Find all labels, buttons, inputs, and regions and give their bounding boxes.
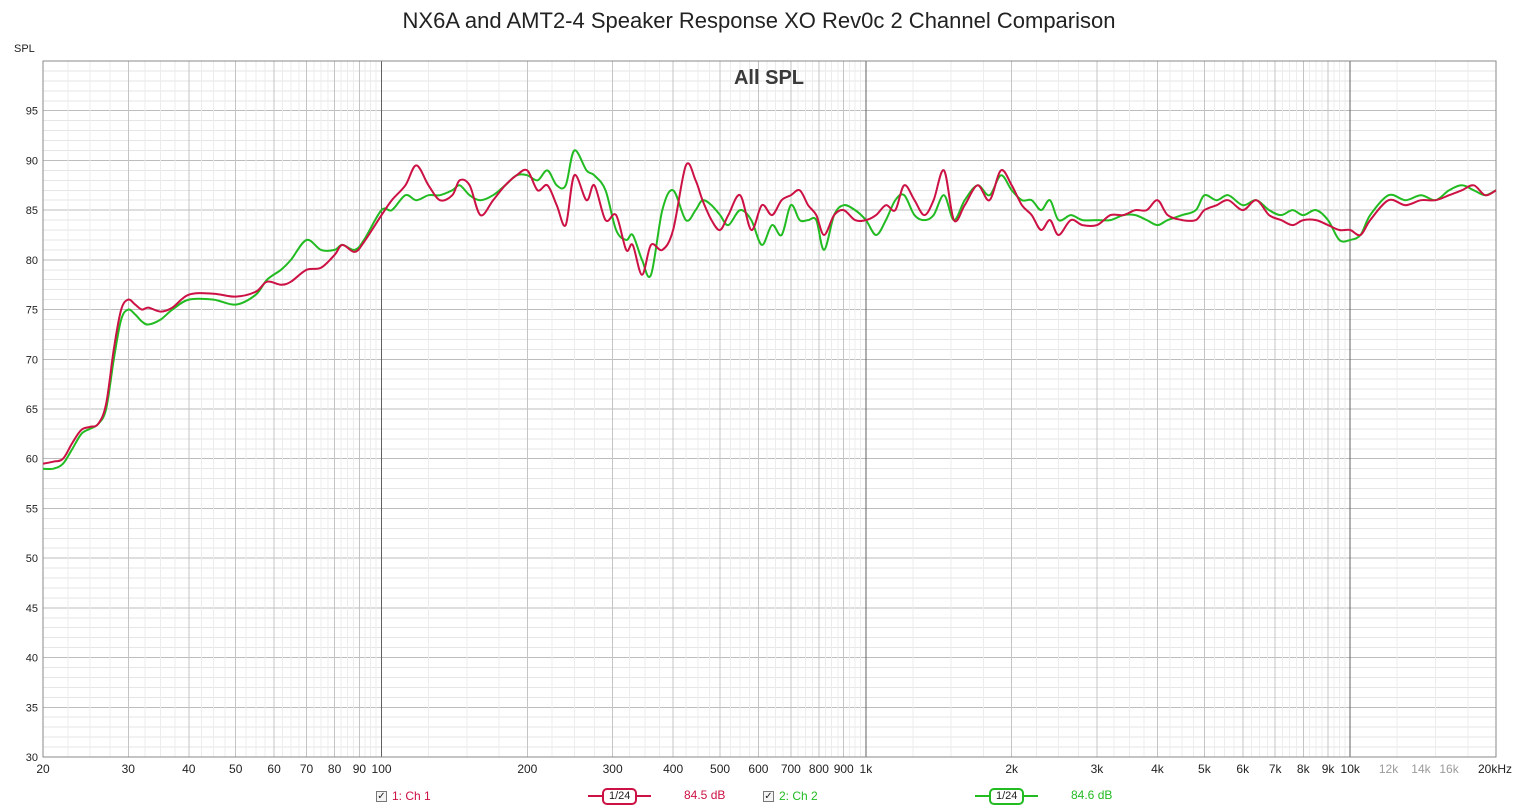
x-tick-label: 8k [1297,762,1311,776]
x-tick-label: 10k [1341,762,1361,776]
ch2-checkbox[interactable]: ✓ [763,790,774,802]
x-tick-label: 1k [860,762,874,776]
x-tick-label: 16k [1439,762,1459,776]
x-tick-label: 40 [182,762,196,776]
x-tick-label: 80 [328,762,342,776]
y-tick-label: 30 [26,752,38,764]
ch1-smoothing[interactable]: 1/24 [588,787,652,805]
y-tick-label: 80 [26,255,38,267]
legend-item-ch2[interactable]: ✓ 2: Ch 2 [763,787,818,805]
x-tick-label: 5k [1198,762,1212,776]
x-tick-label: 100 [372,762,392,776]
x-tick-label: 900 [834,762,854,776]
y-tick-label: 85 [26,205,38,217]
y-tick-label: 35 [26,702,38,714]
plot-title: All SPL [734,67,804,89]
plot-frame [42,60,1497,758]
x-tick-label: 500 [710,762,730,776]
ch1-smoothing-value: 1/24 [602,787,638,805]
y-axis-label: SPL [14,43,35,55]
x-tick-label: 12k [1379,762,1399,776]
y-tick-label: 55 [26,503,38,515]
x-tick-label: 50 [229,762,243,776]
series-line-ch2 [42,149,1497,471]
ch1-level: 84.5 dB [684,788,726,802]
y-tick-label: 90 [26,155,38,167]
x-tick-label: 2k [1005,762,1019,776]
series-line-ch1 [42,162,1497,465]
ch1-checkbox[interactable]: ✓ [376,790,387,802]
x-tick-label: 4k [1151,762,1165,776]
ch2-smoothing[interactable]: 1/24 [975,787,1039,805]
x-tick-label: 6k [1236,762,1250,776]
x-tick-label: 60 [267,762,281,776]
x-tick-label: 90 [353,762,367,776]
y-tick-label: 75 [26,305,38,317]
x-tick-label: 800 [809,762,829,776]
legend-item-ch1[interactable]: ✓ 1: Ch 1 [376,787,431,805]
y-tick-label: 65 [26,404,38,416]
y-tick-label: 45 [26,603,38,615]
y-tick-label: 50 [26,553,38,565]
x-tick-label: 14k [1411,762,1431,776]
x-tick-label: 7k [1269,762,1283,776]
series [42,149,1497,471]
x-tick-label: 30 [122,762,136,776]
x-tick-label: 200 [517,762,537,776]
grid [42,60,1497,758]
x-tick-label: 3k [1091,762,1105,776]
y-tick-label: 95 [26,106,38,118]
y-tick-label: 60 [26,454,38,466]
ch2-level: 84.6 dB [1071,788,1113,802]
y-tick-label: 40 [26,653,38,665]
x-tick-label: 20kHz [1478,762,1512,776]
x-tick-label: 300 [603,762,623,776]
x-tick-label: 20 [36,762,50,776]
x-tick-label: 9k [1322,762,1336,776]
ch1-label: 1: Ch 1 [392,789,431,803]
y-tick-label: 70 [26,354,38,366]
ch2-label: 2: Ch 2 [779,789,818,803]
x-tick-label: 600 [748,762,768,776]
x-tick-label: 400 [663,762,683,776]
x-tick-label: 70 [300,762,314,776]
ch2-smoothing-value: 1/24 [989,787,1025,805]
x-tick-label: 700 [781,762,801,776]
chart-title: NX6A and AMT2-4 Speaker Response XO Rev0… [402,8,1116,33]
